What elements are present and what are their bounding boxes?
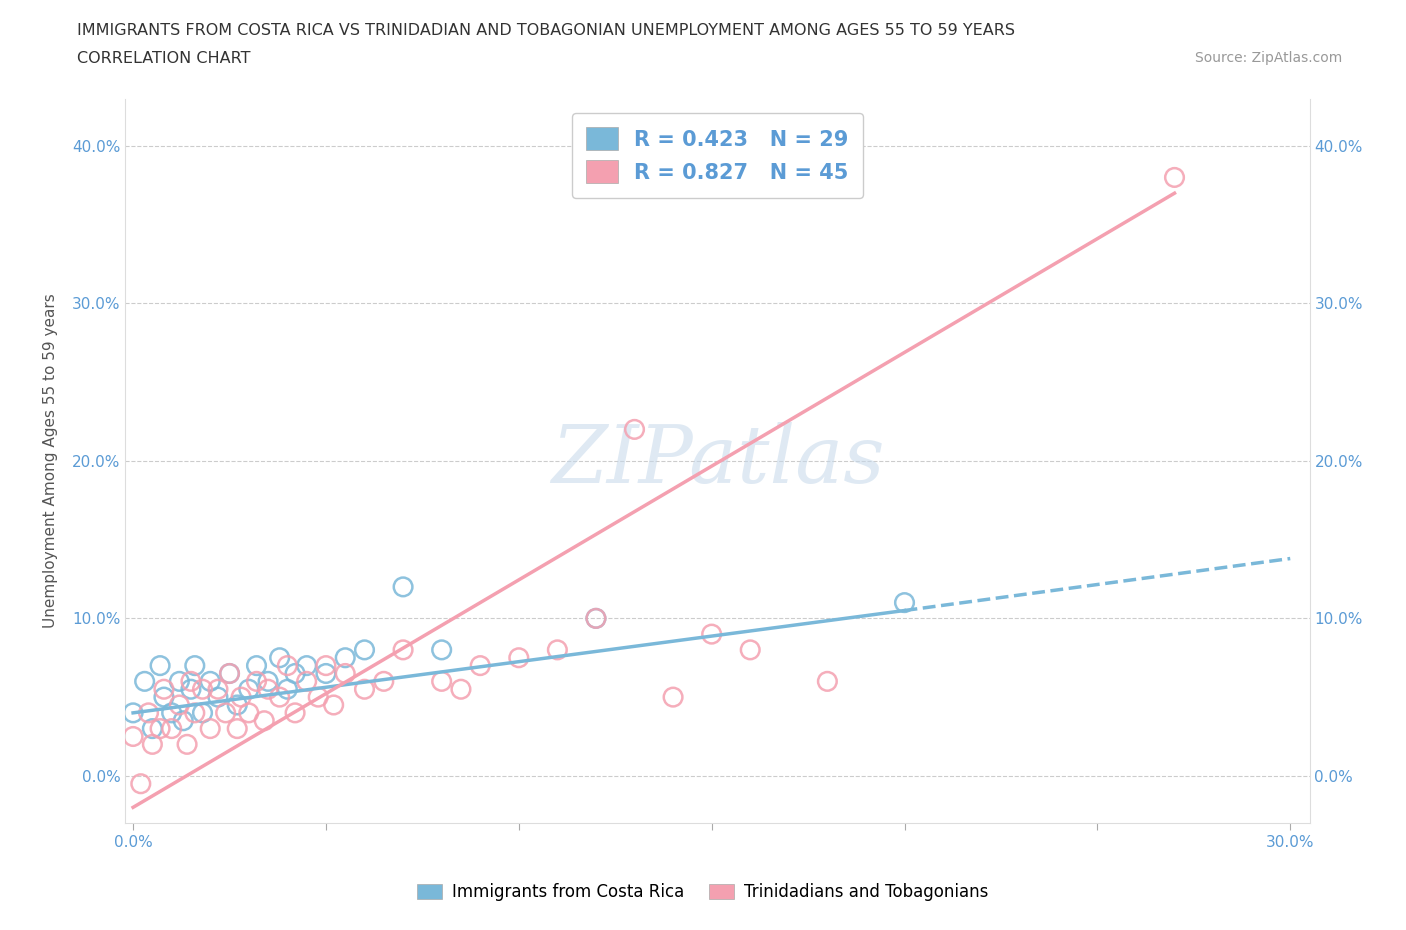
Point	[662, 690, 685, 705]
Text: ZIPatlas: ZIPatlas	[551, 422, 884, 499]
Point	[315, 658, 337, 673]
Legend: Immigrants from Costa Rica, Trinidadians and Tobagonians: Immigrants from Costa Rica, Trinidadians…	[411, 876, 995, 908]
Point	[284, 666, 307, 681]
Point	[229, 690, 252, 705]
Y-axis label: Unemployment Among Ages 55 to 59 years: Unemployment Among Ages 55 to 59 years	[44, 294, 58, 629]
Point	[122, 729, 145, 744]
Point	[207, 690, 229, 705]
Point	[176, 737, 198, 751]
Point	[893, 595, 915, 610]
Point	[269, 650, 291, 665]
Point	[585, 611, 607, 626]
Point	[269, 690, 291, 705]
Point	[353, 643, 375, 658]
Point	[160, 721, 183, 736]
Point	[257, 682, 280, 697]
Point	[180, 682, 202, 697]
Point	[200, 721, 222, 736]
Point	[335, 666, 357, 681]
Point	[153, 682, 176, 697]
Point	[245, 674, 267, 689]
Text: IMMIGRANTS FROM COSTA RICA VS TRINIDADIAN AND TOBAGONIAN UNEMPLOYMENT AMONG AGES: IMMIGRANTS FROM COSTA RICA VS TRINIDADIA…	[77, 23, 1015, 38]
Point	[184, 658, 207, 673]
Text: Source: ZipAtlas.com: Source: ZipAtlas.com	[1195, 51, 1343, 65]
Point	[180, 674, 202, 689]
Point	[226, 721, 249, 736]
Point	[149, 658, 172, 673]
Point	[245, 658, 267, 673]
Point	[623, 422, 645, 437]
Point	[153, 690, 176, 705]
Point	[226, 698, 249, 712]
Point	[134, 674, 156, 689]
Point	[353, 682, 375, 697]
Legend: R = 0.423   N = 29, R = 0.827   N = 45: R = 0.423 N = 29, R = 0.827 N = 45	[572, 113, 863, 198]
Point	[238, 706, 260, 721]
Point	[335, 650, 357, 665]
Point	[373, 674, 395, 689]
Point	[257, 674, 280, 689]
Point	[307, 690, 329, 705]
Point	[430, 674, 453, 689]
Point	[284, 706, 307, 721]
Point	[122, 706, 145, 721]
Point	[129, 777, 152, 791]
Point	[138, 706, 160, 721]
Point	[1163, 170, 1185, 185]
Point	[740, 643, 762, 658]
Point	[149, 721, 172, 736]
Point	[169, 674, 191, 689]
Point	[700, 627, 723, 642]
Text: CORRELATION CHART: CORRELATION CHART	[77, 51, 250, 66]
Point	[815, 674, 838, 689]
Point	[276, 682, 298, 697]
Point	[295, 658, 318, 673]
Point	[218, 666, 240, 681]
Point	[508, 650, 530, 665]
Point	[207, 682, 229, 697]
Point	[160, 706, 183, 721]
Point	[315, 666, 337, 681]
Point	[141, 721, 163, 736]
Point	[546, 643, 568, 658]
Point	[200, 674, 222, 689]
Point	[276, 658, 298, 673]
Point	[184, 706, 207, 721]
Point	[141, 737, 163, 751]
Point	[392, 643, 415, 658]
Point	[238, 682, 260, 697]
Point	[172, 713, 194, 728]
Point	[218, 666, 240, 681]
Point	[214, 706, 236, 721]
Point	[253, 713, 276, 728]
Point	[430, 643, 453, 658]
Point	[470, 658, 492, 673]
Point	[191, 682, 214, 697]
Point	[322, 698, 344, 712]
Point	[169, 698, 191, 712]
Point	[392, 579, 415, 594]
Point	[585, 611, 607, 626]
Point	[450, 682, 472, 697]
Point	[295, 674, 318, 689]
Point	[191, 706, 214, 721]
